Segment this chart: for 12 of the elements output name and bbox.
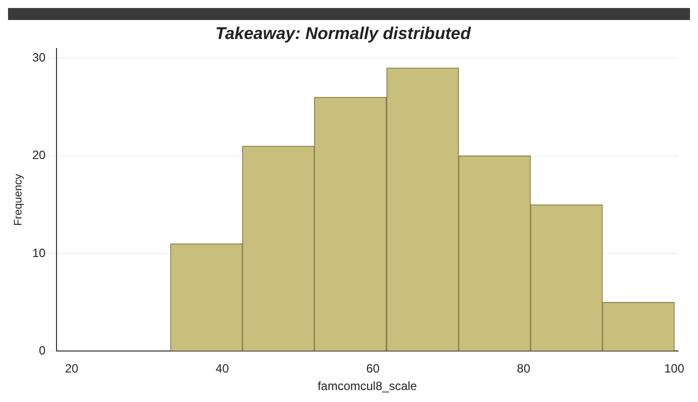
y-tick-label: 10 — [32, 246, 46, 260]
y-tick-label: 30 — [32, 50, 46, 64]
x-tick-label: 60 — [366, 362, 380, 376]
x-tick-label: 100 — [664, 362, 685, 376]
x-tick-label: 20 — [64, 362, 79, 376]
y-tick-label: 20 — [32, 148, 46, 162]
x-axis-title: famcomcul8_scale — [318, 379, 418, 394]
y-tick-label: 0 — [38, 344, 46, 358]
x-tick-label: 80 — [516, 362, 531, 376]
chart-title: Takeaway: Normally distributed — [215, 24, 472, 43]
x-tick-label: 40 — [216, 362, 230, 376]
y-axis-title: Frequency — [12, 173, 25, 226]
